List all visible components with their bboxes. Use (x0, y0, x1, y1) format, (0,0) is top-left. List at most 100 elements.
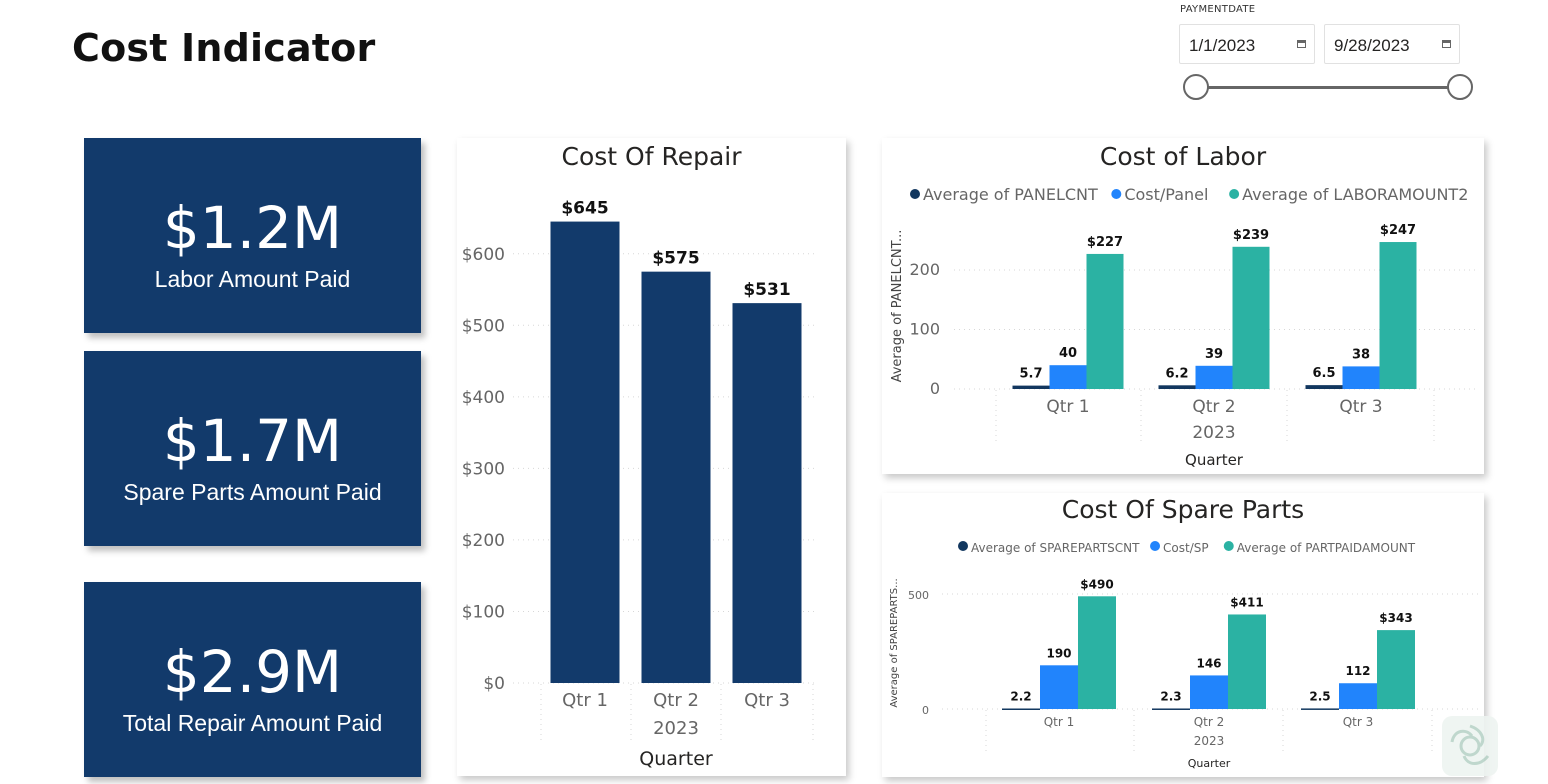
y-axis-title: Average of PANELCNT... (890, 230, 905, 383)
bar (1086, 253, 1124, 389)
kpi-card-spare-parts[interactable]: $1.7M Spare Parts Amount Paid (84, 351, 421, 546)
data-label: 2.2 (1010, 689, 1031, 703)
y-tick-label: 0 (930, 379, 940, 398)
x-tick-label: Qtr 3 (1343, 715, 1374, 729)
bar (1305, 385, 1343, 389)
x-tick-label: Qtr 1 (562, 690, 608, 711)
start-date-input[interactable]: 1/1/2023 (1179, 24, 1315, 64)
bar (1195, 365, 1233, 389)
cost-of-spare-parts-chart: Average of SPAREPARTSCNT Cost/SP Average o… (889, 541, 1478, 770)
bar (1158, 385, 1196, 389)
bar (641, 271, 711, 683)
cost-of-repair-chart: $0 $100 $200 $300 $400 $500 $600 $645 Qtr 1 $575 Q… (462, 199, 817, 770)
bar (1232, 246, 1270, 389)
data-label: 6.5 (1312, 366, 1335, 381)
y-tick-label: 100 (909, 320, 940, 339)
date-slider-track[interactable] (1196, 86, 1460, 89)
kpi-card-labor[interactable]: $1.2M Labor Amount Paid (84, 138, 421, 333)
page-title: Cost Indicator (72, 26, 376, 70)
start-date-value: 1/1/2023 (1189, 36, 1256, 55)
data-label: 6.2 (1165, 366, 1188, 381)
kpi-label: Total Repair Amount Paid (122, 710, 383, 736)
x-group-label: 2023 (1192, 423, 1235, 443)
data-label: $531 (743, 280, 790, 300)
bar (1301, 708, 1339, 710)
x-tick-label: Qtr 2 (1192, 397, 1235, 417)
bar (1379, 242, 1417, 389)
chart-title: Cost of Labor (1099, 142, 1267, 171)
data-label: 146 (1196, 656, 1221, 670)
slider-start-handle[interactable] (1183, 74, 1209, 100)
kpi-value: $2.9M (162, 638, 343, 706)
legend-marker (1111, 189, 1122, 199)
x-tick-label: Qtr 3 (1339, 397, 1382, 417)
x-tick-label: Qtr 1 (1046, 397, 1089, 417)
data-label: $645 (561, 199, 608, 219)
y-tick-label: 500 (908, 589, 929, 602)
kpi-label: Labor Amount Paid (154, 266, 351, 292)
bar (1040, 665, 1078, 709)
bar (1049, 365, 1087, 389)
end-date-input[interactable]: 9/28/2023 (1324, 24, 1460, 64)
kpi-value: $1.2M (162, 194, 343, 262)
data-label: 2.5 (1309, 689, 1330, 703)
legend-label: Average of PANELCNT (923, 185, 1098, 204)
kpi-value: $1.7M (162, 407, 343, 475)
end-date-value: 9/28/2023 (1334, 36, 1410, 55)
data-label: 40 (1059, 346, 1077, 361)
legend-label: Average of LABORAMOUNT2 (1242, 185, 1468, 204)
x-group-label: 2023 (653, 718, 699, 739)
data-label: $247 (1380, 223, 1416, 238)
legend-marker (1229, 189, 1240, 199)
slider-end-handle[interactable] (1447, 74, 1473, 100)
bar (1190, 675, 1228, 709)
bar (1078, 596, 1116, 709)
x-tick-label: Qtr 2 (653, 690, 699, 711)
data-label: $575 (652, 249, 699, 269)
data-label: $227 (1087, 235, 1123, 250)
bar (1012, 385, 1050, 389)
legend-marker (910, 189, 920, 199)
cost-of-labor-chart: Average of PANELCNT Cost/Panel Average of … (890, 185, 1478, 469)
x-axis-title: Quarter (1185, 451, 1244, 469)
bar (732, 303, 802, 683)
bar (1228, 614, 1266, 709)
logo-watermark-icon (1442, 716, 1498, 776)
cost-of-repair-card[interactable]: Cost Of Repair $0 $100 $200 $300 $400 $500 $60… (457, 138, 846, 776)
data-label: $490 (1080, 577, 1113, 591)
y-tick-label: $0 (483, 674, 505, 694)
x-tick-label: Qtr 2 (1194, 715, 1225, 729)
x-tick-label: Qtr 3 (744, 690, 790, 711)
data-label: 39 (1205, 347, 1223, 362)
legend-label: Cost/Panel (1124, 185, 1208, 204)
y-axis-title: Average of SPAREPARTS... (889, 578, 900, 707)
calendar-icon[interactable] (1442, 40, 1451, 48)
y-tick-label: $400 (462, 388, 505, 408)
y-tick-label: 0 (922, 704, 929, 717)
cost-of-spare-parts-card[interactable]: Cost Of Spare Parts Average of SPAREPART… (882, 493, 1484, 777)
bar (550, 221, 620, 684)
legend-label: Average of PARTPAIDAMOUNT (1237, 541, 1416, 555)
bar (1002, 708, 1040, 710)
cost-of-labor-card[interactable]: Cost of Labor Average of PANELCNT Cost/Pa… (882, 138, 1484, 474)
chart-title: Cost Of Spare Parts (1061, 495, 1305, 524)
data-label: $411 (1230, 595, 1263, 609)
bar (1377, 630, 1415, 709)
bar (1342, 366, 1380, 389)
data-label: 2.3 (1160, 689, 1181, 703)
kpi-label: Spare Parts Amount Paid (123, 479, 382, 505)
bar (1339, 683, 1377, 709)
legend-marker (958, 541, 968, 551)
kpi-card-total-repair[interactable]: $2.9M Total Repair Amount Paid (84, 582, 421, 777)
x-tick-label: Qtr 1 (1044, 715, 1075, 729)
legend-label: Cost/SP (1163, 541, 1209, 555)
legend-marker (1150, 541, 1161, 551)
x-group-label: 2023 (1194, 734, 1225, 748)
data-label: 190 (1046, 646, 1071, 660)
calendar-icon[interactable] (1297, 40, 1306, 48)
legend-marker (1223, 541, 1234, 551)
data-label: $239 (1233, 228, 1269, 243)
data-label: $343 (1379, 611, 1412, 625)
y-tick-label: $200 (462, 531, 505, 551)
y-tick-label: $100 (462, 602, 505, 622)
